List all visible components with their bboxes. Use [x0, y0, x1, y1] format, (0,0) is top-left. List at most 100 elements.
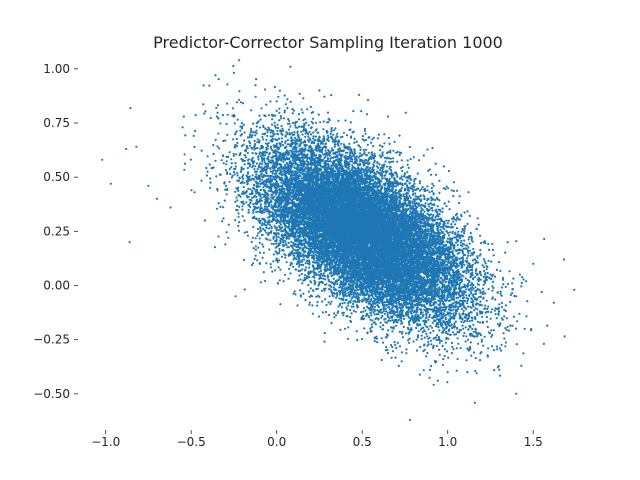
scatter-point — [466, 282, 470, 285]
scatter-point — [420, 301, 423, 304]
scatter-point — [439, 228, 442, 231]
scatter-point — [242, 186, 245, 189]
scatter-point — [426, 351, 429, 355]
scatter-point — [258, 114, 261, 117]
scatter-point — [209, 186, 212, 189]
scatter-point — [428, 368, 431, 371]
scatter-point — [445, 185, 448, 188]
scatter-point — [258, 221, 261, 224]
scatter-point — [346, 337, 350, 340]
scatter-point — [391, 345, 394, 349]
x-tick-label: 0.5 — [353, 435, 372, 449]
scatter-point — [266, 134, 269, 137]
scatter-point — [509, 293, 512, 296]
scatter-point — [372, 136, 375, 139]
scatter-point — [340, 142, 343, 145]
scatter-point — [408, 323, 411, 326]
scatter-point — [493, 309, 496, 312]
scatter-point — [394, 356, 397, 359]
y-tick-label: −0.25 — [33, 333, 70, 347]
scatter-point — [526, 300, 529, 303]
scatter-point — [428, 191, 431, 194]
scatter-point — [323, 340, 326, 343]
scatter-point — [429, 324, 432, 328]
scatter-point — [318, 283, 321, 286]
scatter-point — [405, 311, 408, 314]
scatter-point — [292, 265, 295, 268]
scatter-point — [378, 144, 381, 147]
scatter-point — [234, 219, 237, 222]
scatter-point — [509, 300, 512, 303]
scatter-point — [216, 145, 219, 148]
y-tick-label: 0.00 — [43, 279, 70, 293]
scatter-point — [332, 133, 335, 136]
y-tick-label: 0.25 — [43, 224, 70, 238]
scatter-point — [300, 108, 303, 111]
scatter-point — [232, 154, 235, 157]
scatter-point — [441, 207, 444, 210]
scatter-point — [443, 354, 446, 358]
scatter-point — [458, 312, 461, 315]
scatter-point — [289, 272, 292, 275]
scatter-point — [431, 182, 434, 185]
scatter-point — [333, 145, 336, 148]
scatter-point — [445, 205, 448, 208]
scatter-point — [236, 204, 239, 207]
scatter-point — [417, 330, 420, 333]
scatter-point — [239, 129, 242, 132]
scatter-point — [441, 210, 444, 214]
scatter-point — [324, 278, 327, 281]
scatter-point — [442, 165, 445, 168]
scatter-point — [502, 332, 505, 335]
scatter-point — [466, 254, 469, 257]
scatter-point — [254, 237, 257, 240]
scatter-point — [224, 188, 227, 191]
scatter-point — [460, 308, 463, 311]
scatter-point — [348, 142, 351, 145]
scatter-point — [339, 136, 342, 139]
scatter-point — [397, 364, 400, 367]
scatter-point — [246, 234, 249, 237]
scatter-point — [278, 250, 281, 253]
scatter-point — [383, 142, 386, 145]
scatter-point — [487, 287, 490, 291]
scatter-point — [444, 341, 447, 344]
scatter-point — [371, 326, 374, 329]
scatter-point — [499, 290, 502, 293]
scatter-point — [236, 171, 239, 175]
scatter-point — [447, 356, 450, 359]
scatter-point — [232, 152, 235, 155]
scatter-point — [398, 330, 401, 333]
scatter-point — [342, 131, 345, 134]
scatter-point — [182, 115, 185, 118]
scatter-point — [472, 351, 476, 354]
scatter-point — [360, 311, 363, 314]
scatter-point — [238, 90, 241, 93]
scatter-point — [286, 138, 289, 142]
scatter-point — [306, 108, 309, 111]
scatter-point — [429, 331, 432, 334]
scatter-point — [215, 106, 218, 109]
scatter-point — [235, 196, 238, 199]
scatter-point — [330, 300, 333, 303]
scatter-point — [466, 338, 470, 341]
scatter-point — [378, 163, 381, 166]
scatter-point — [275, 242, 278, 245]
scatter-point — [319, 162, 322, 165]
scatter-point — [269, 263, 272, 266]
scatter-point — [424, 202, 427, 205]
scatter-point — [511, 324, 514, 327]
scatter-point — [334, 137, 337, 140]
scatter-point — [302, 263, 305, 267]
scatter-point — [270, 140, 274, 143]
scatter-point — [234, 190, 237, 193]
scatter-point — [474, 330, 477, 333]
scatter-point — [413, 180, 416, 183]
scatter-point — [328, 313, 331, 317]
scatter-point — [284, 256, 287, 259]
scatter-point — [386, 311, 389, 314]
scatter-point — [333, 312, 336, 315]
scatter-point — [338, 297, 341, 300]
scatter-point — [246, 152, 249, 155]
scatter-point — [308, 295, 311, 298]
